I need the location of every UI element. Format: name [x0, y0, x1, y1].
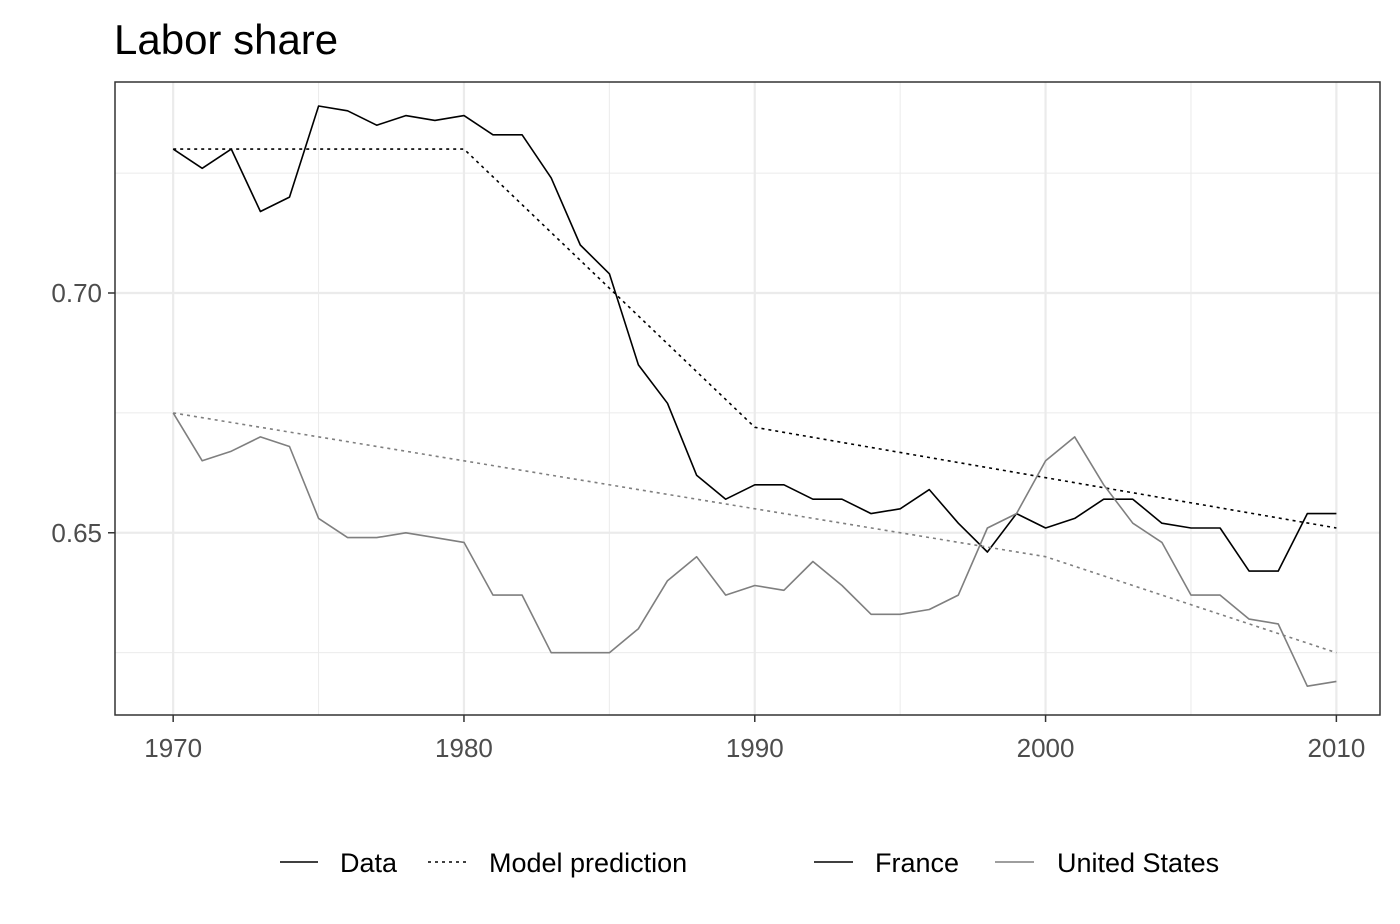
legend-label-data: Data [340, 848, 398, 878]
legend: Data Model prediction France United Stat… [280, 848, 1219, 878]
legend-label-france: France [875, 848, 959, 878]
series-france-model-prediction [173, 148, 1337, 529]
grid-minor [115, 82, 1380, 715]
grid-major [115, 82, 1380, 715]
y-tick-label-1: 0.70 [51, 278, 102, 308]
series-united-states-data [172, 412, 1337, 688]
plot-panel-border [114, 81, 1381, 716]
x-tick-label-4: 2010 [1307, 733, 1365, 763]
series-layer [172, 105, 1337, 688]
legend-label-model-prediction: Model prediction [489, 848, 687, 878]
y-tick-label-0: 0.65 [51, 518, 102, 548]
x-tick-label-0: 1970 [144, 733, 202, 763]
series-france-data [172, 105, 1337, 572]
x-tick-label-2: 1990 [726, 733, 784, 763]
series-united-states-model-prediction [173, 412, 1337, 654]
x-tick-label-3: 2000 [1017, 733, 1075, 763]
legend-label-united-states: United States [1057, 848, 1219, 878]
x-axis: 1970 1980 1990 2000 2010 [144, 715, 1365, 763]
chart-title: Labor share [114, 16, 338, 63]
x-tick-label-1: 1980 [435, 733, 493, 763]
y-axis: 0.65 0.70 [51, 278, 115, 548]
plot-panel-background [115, 82, 1380, 715]
